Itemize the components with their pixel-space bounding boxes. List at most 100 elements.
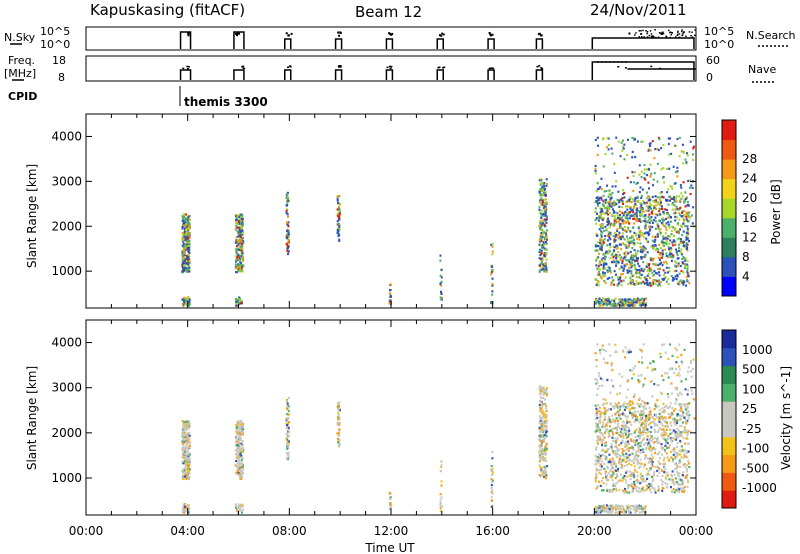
power-cell xyxy=(594,249,597,252)
velocity-cell xyxy=(686,393,689,396)
velocity-cell xyxy=(544,433,547,436)
power-cell xyxy=(662,210,665,213)
velocity-cell xyxy=(545,387,548,390)
velocity-cell xyxy=(185,443,188,446)
power-cell xyxy=(626,211,629,214)
power-cell xyxy=(692,206,695,209)
velocity-cell xyxy=(645,417,648,420)
velocity-cell xyxy=(235,438,238,441)
power-cell xyxy=(640,213,643,216)
velocity-cell xyxy=(615,411,618,415)
nsky-block xyxy=(487,38,495,49)
velocity-cell xyxy=(541,457,544,460)
power-cell xyxy=(491,245,494,248)
velocity-cell xyxy=(605,444,608,447)
power-cell xyxy=(660,261,663,264)
velocity-cell xyxy=(286,440,289,443)
power-cell xyxy=(676,216,679,219)
power-cell xyxy=(672,254,675,257)
power-cell xyxy=(682,256,685,260)
velocity-cell xyxy=(674,457,677,460)
power-cell xyxy=(636,181,639,185)
power-cell xyxy=(491,265,494,268)
power-cell xyxy=(188,266,191,269)
power-cell xyxy=(389,295,392,298)
power-cell xyxy=(658,243,661,247)
power-cell xyxy=(676,175,679,178)
power-cell xyxy=(648,276,651,280)
power-cell xyxy=(603,238,606,241)
power-cell xyxy=(625,263,628,266)
power-cell xyxy=(659,284,662,287)
power-cell xyxy=(640,257,643,260)
velocity-cell xyxy=(595,448,598,451)
velocity-cell xyxy=(631,446,634,449)
velocity-cell xyxy=(637,446,640,450)
power-cell xyxy=(632,174,635,178)
velocity-cell xyxy=(188,444,191,448)
velocity-cell xyxy=(183,450,186,454)
power-cell xyxy=(668,167,671,170)
velocity-cell xyxy=(631,416,634,419)
velocity-cell xyxy=(633,455,636,458)
velocity-cell xyxy=(389,502,392,506)
power-cell xyxy=(541,189,544,192)
velocity-cell xyxy=(242,428,245,431)
velocity-cell xyxy=(676,471,679,474)
velocity-cell xyxy=(240,464,243,467)
velocity-cell xyxy=(286,398,289,402)
velocity-cell xyxy=(639,507,642,511)
power-cell xyxy=(184,233,187,236)
velocity-cell xyxy=(628,484,631,487)
power-cell xyxy=(238,248,241,252)
velocity-cell xyxy=(337,419,340,422)
power-cell xyxy=(238,234,241,237)
power-colorbar-swatch xyxy=(722,217,736,238)
velocity-cell xyxy=(642,486,645,489)
velocity-cell xyxy=(628,348,631,351)
power-cell xyxy=(662,278,665,282)
power-cell xyxy=(607,221,610,224)
velocity-cell xyxy=(606,478,609,481)
power-cell xyxy=(609,211,612,215)
power-cell xyxy=(599,260,602,263)
velocity-cell xyxy=(666,437,669,440)
velocity-cell xyxy=(682,487,685,490)
power-cell xyxy=(645,304,648,307)
power-cell xyxy=(654,147,657,151)
velocity-cell xyxy=(659,416,662,419)
velocity-cell xyxy=(600,410,603,414)
power-cell xyxy=(622,145,625,148)
power-cell xyxy=(619,155,622,158)
velocity-cell xyxy=(609,474,612,477)
power-cell xyxy=(610,205,613,208)
power-cell xyxy=(287,197,290,201)
power-cell xyxy=(598,302,601,305)
velocity-cell xyxy=(540,440,543,443)
velocity-cell xyxy=(676,432,679,435)
velocity-cell xyxy=(287,442,290,445)
power-cell xyxy=(598,215,601,218)
power-cell xyxy=(599,268,602,271)
power-cell xyxy=(236,258,239,261)
power-cell xyxy=(440,296,443,299)
velocity-cell xyxy=(675,467,678,470)
power-cell xyxy=(337,202,340,205)
power-cell xyxy=(635,259,638,262)
velocity-cell xyxy=(672,458,675,461)
velocity-cell xyxy=(683,456,686,459)
velocity-cell xyxy=(635,435,638,438)
power-cell xyxy=(620,279,623,282)
power-cell xyxy=(630,206,633,209)
velocity-cell xyxy=(287,428,290,432)
power-cell xyxy=(594,243,597,247)
power-cell xyxy=(622,202,625,205)
velocity-cell xyxy=(611,470,614,473)
power-cell xyxy=(651,282,654,286)
velocity-cell xyxy=(651,456,654,459)
velocity-cell xyxy=(624,510,627,513)
power-cell xyxy=(649,144,652,148)
power-cell xyxy=(639,229,642,232)
velocity-cell xyxy=(439,499,442,502)
power-cell xyxy=(619,218,622,221)
